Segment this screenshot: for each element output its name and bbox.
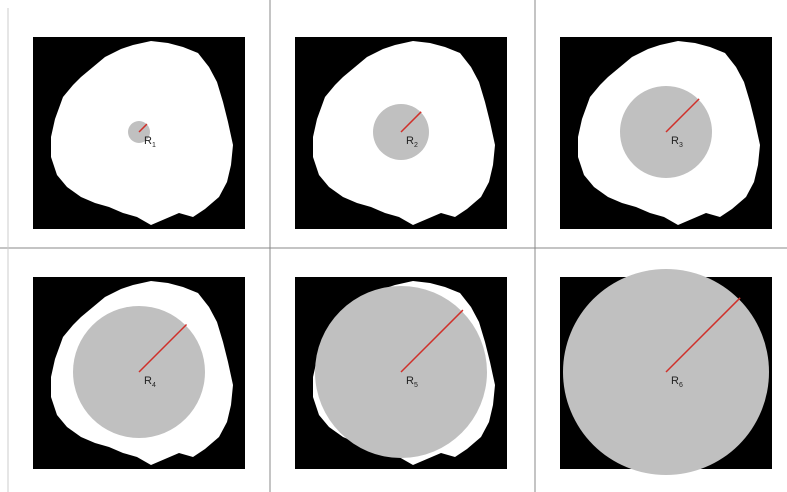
panel: R4 [33,277,245,469]
radius-label-sub: 5 [414,382,418,389]
radius-label-main: R [144,375,152,387]
panel: R1 [33,37,245,229]
radius-label-sub: 1 [152,142,156,149]
radius-label-sub: 3 [679,142,683,149]
panel: R6 [560,269,772,475]
radius-label-main: R [671,135,679,147]
radius-label-main: R [144,135,152,147]
panel: R3 [560,37,772,229]
panel: R5 [295,277,507,469]
radius-label-sub: 2 [414,142,418,149]
radius-label-main: R [406,375,414,387]
radius-label-main: R [406,135,414,147]
radius-label-sub: 4 [152,382,156,389]
page: R1R2R3R4R5R6 (() => { const data = JSON.… [0,0,787,492]
panel: R2 [295,37,507,229]
figure: R1R2R3R4R5R6 [0,0,787,492]
radius-label-sub: 6 [679,382,683,389]
radius-label-main: R [671,375,679,387]
